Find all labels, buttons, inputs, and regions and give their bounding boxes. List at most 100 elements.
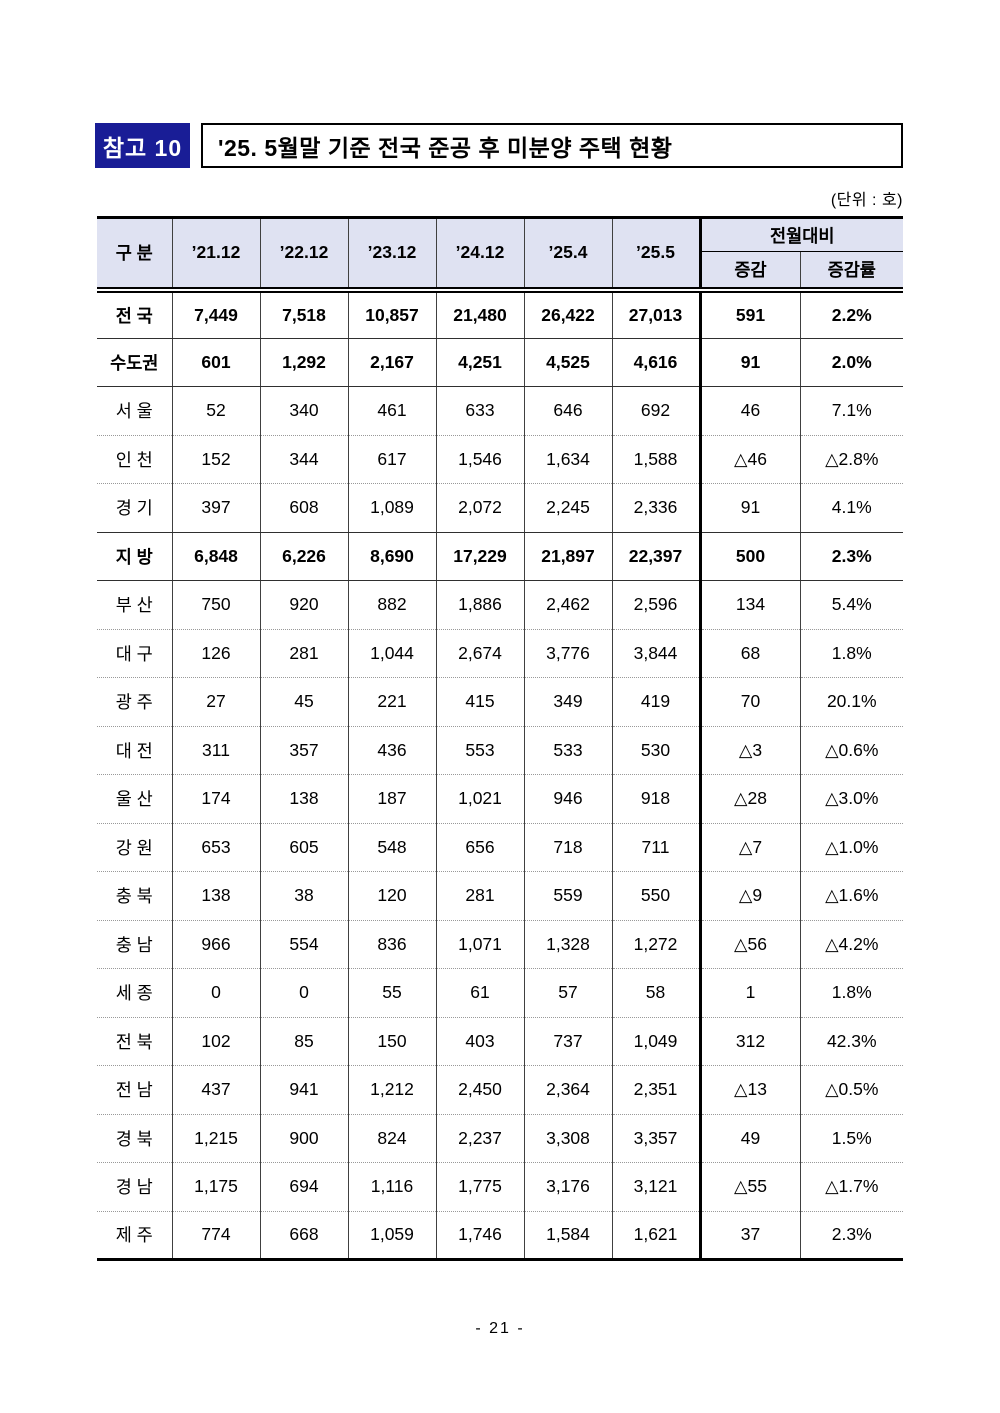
row-value: 836	[347, 920, 436, 969]
header-period: ’25.4	[523, 217, 612, 293]
row-value: 656	[435, 823, 524, 872]
row-value: 1,044	[347, 629, 436, 678]
row-value: 653	[171, 823, 260, 872]
row-value: 6,226	[259, 532, 348, 581]
table-row: 수도권 601 1,292 2,167 4,251 4,525 4,616 91 2.0%	[97, 338, 903, 387]
row-change-rate: 2.3%	[799, 1211, 903, 1260]
row-label: 인 천	[97, 435, 172, 484]
row-value: 0	[171, 968, 260, 1018]
row-value: 824	[347, 1114, 436, 1163]
row-value: 550	[611, 871, 700, 921]
row-value: 7,518	[259, 289, 348, 339]
row-change-rate: △0.6%	[799, 726, 903, 775]
row-change: 37	[698, 1211, 800, 1260]
row-value: 1,215	[171, 1114, 260, 1163]
row-label: 강 원	[97, 823, 172, 872]
row-value: 530	[611, 726, 700, 775]
row-value: 633	[435, 386, 524, 436]
row-change: 68	[698, 629, 800, 678]
row-value: 3,121	[611, 1162, 700, 1212]
row-label: 대 전	[97, 726, 172, 775]
table-row: 대 전 311 357 436 553 533 530 △3 △0.6%	[97, 726, 903, 775]
row-value: 4,525	[523, 338, 612, 387]
row-value: 718	[523, 823, 612, 872]
header-category: 구 분	[97, 217, 172, 293]
row-value: 6,848	[171, 532, 260, 581]
row-value: 559	[523, 871, 612, 921]
row-value: 1,059	[347, 1211, 436, 1260]
row-value: 1,021	[435, 774, 524, 824]
row-value: 1,746	[435, 1211, 524, 1260]
row-value: 3,844	[611, 629, 700, 678]
row-change-rate: 42.3%	[799, 1017, 903, 1066]
row-value: 608	[259, 483, 348, 533]
table-row: 지 방 6,848 6,226 8,690 17,229 21,897 22,397 500 2…	[97, 532, 903, 581]
table-row: 충 남 966 554 836 1,071 1,328 1,272 △56 △4.2%	[97, 920, 903, 969]
row-value: 1,071	[435, 920, 524, 969]
row-change-rate: △1.7%	[799, 1162, 903, 1212]
row-change: 91	[698, 483, 800, 533]
row-change-rate: 4.1%	[799, 483, 903, 533]
row-change-rate: △2.8%	[799, 435, 903, 484]
row-change: △28	[698, 774, 800, 824]
row-label: 울 산	[97, 774, 172, 824]
row-value: 21,480	[435, 289, 524, 339]
row-change: 91	[698, 338, 800, 387]
row-value: 415	[435, 677, 524, 727]
row-value: 1,292	[259, 338, 348, 387]
row-value: 1,588	[611, 435, 700, 484]
row-value: 57	[523, 968, 612, 1018]
row-value: 61	[435, 968, 524, 1018]
row-value: 22,397	[611, 532, 700, 581]
row-change-rate: 2.3%	[799, 532, 903, 581]
row-value: 3,357	[611, 1114, 700, 1163]
table-row: 서 울 52 340 461 633 646 692 46 7.1%	[97, 386, 903, 436]
row-value: 349	[523, 677, 612, 727]
row-value: 774	[171, 1211, 260, 1260]
row-change-rate: 2.0%	[799, 338, 903, 387]
table-row: 경 남 1,175 694 1,116 1,775 3,176 3,121 △55 △1.7%	[97, 1162, 903, 1212]
row-value: 946	[523, 774, 612, 824]
row-label: 대 구	[97, 629, 172, 678]
table-row: 전 북 102 85 150 403 737 1,049 312 42.3%	[97, 1017, 903, 1066]
row-value: 436	[347, 726, 436, 775]
header-period: ’21.12	[171, 217, 260, 293]
row-value: 601	[171, 338, 260, 387]
row-value: 941	[259, 1065, 348, 1115]
unsold-housing-table: 구 분 ’21.12’22.12’23.12’24.12’25.4’25.5 전월대…	[97, 216, 903, 1261]
row-value: 1,116	[347, 1162, 436, 1212]
row-value: 1,272	[611, 920, 700, 969]
row-value: 1,049	[611, 1017, 700, 1066]
row-change-rate: △0.5%	[799, 1065, 903, 1115]
row-change: △55	[698, 1162, 800, 1212]
row-value: 2,462	[523, 580, 612, 630]
row-value: 2,364	[523, 1065, 612, 1115]
row-label: 충 남	[97, 920, 172, 969]
row-value: 21,897	[523, 532, 612, 581]
row-label: 충 북	[97, 871, 172, 921]
row-value: 311	[171, 726, 260, 775]
row-value: 1,212	[347, 1065, 436, 1115]
row-change: 500	[698, 532, 800, 581]
row-change-rate: 1.8%	[799, 968, 903, 1018]
row-value: 4,251	[435, 338, 524, 387]
header-mom-change-rate: 증감률	[799, 251, 903, 293]
row-value: 150	[347, 1017, 436, 1066]
page-number: - 21 -	[475, 1320, 525, 1337]
row-change-rate: △1.6%	[799, 871, 903, 921]
row-value: 617	[347, 435, 436, 484]
table-body: 전 국 7,449 7,518 10,857 21,480 26,422 27,013 591…	[97, 289, 903, 1260]
row-label: 지 방	[97, 532, 172, 581]
table-row: 전 국 7,449 7,518 10,857 21,480 26,422 27,013 591…	[97, 289, 903, 339]
row-value: 548	[347, 823, 436, 872]
table-row: 부 산 750 920 882 1,886 2,462 2,596 134 5.4%	[97, 580, 903, 630]
row-change: △56	[698, 920, 800, 969]
row-value: 1,775	[435, 1162, 524, 1212]
row-value: 2,072	[435, 483, 524, 533]
row-label: 경 북	[97, 1114, 172, 1163]
row-value: 340	[259, 386, 348, 436]
row-change-rate: 5.4%	[799, 580, 903, 630]
row-label: 수도권	[97, 338, 172, 387]
row-value: 85	[259, 1017, 348, 1066]
row-change: 46	[698, 386, 800, 436]
